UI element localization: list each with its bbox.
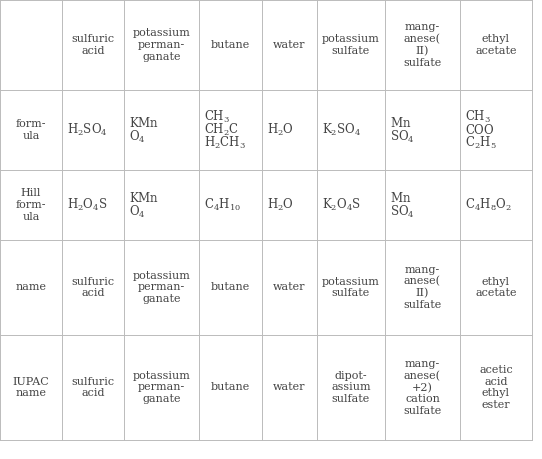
Text: $\mathregular{Mn}$: $\mathregular{Mn}$ [390,191,411,206]
Text: $\mathregular{K_2SO_4}$: $\mathregular{K_2SO_4}$ [322,122,361,138]
Text: potassium
perman-
ganate: potassium perman- ganate [133,28,190,62]
Text: $\mathregular{Mn}$: $\mathregular{Mn}$ [390,117,411,130]
Text: ethyl
acetate: ethyl acetate [475,277,517,298]
Text: $\mathregular{COO}$: $\mathregular{COO}$ [465,123,495,137]
Text: mang-
anese(
II)
sulfate: mang- anese( II) sulfate [403,22,442,68]
Text: potassium
perman-
ganate: potassium perman- ganate [133,271,190,304]
Text: name: name [16,282,47,292]
Text: potassium
perman-
ganate: potassium perman- ganate [133,371,190,404]
Text: $\mathregular{H_2O}$: $\mathregular{H_2O}$ [267,197,294,213]
Text: water: water [273,382,306,392]
Text: $\mathregular{H_2SO_4}$: $\mathregular{H_2SO_4}$ [67,122,108,138]
Text: $\mathregular{O_4}$: $\mathregular{O_4}$ [129,129,146,145]
Text: mang-
anese(
+2)
cation
sulfate: mang- anese( +2) cation sulfate [403,359,442,416]
Text: water: water [273,40,306,50]
Text: $\mathregular{H_2O}$: $\mathregular{H_2O}$ [267,122,294,138]
Text: sulfuric
acid: sulfuric acid [72,377,114,398]
Text: $\mathregular{H_2O_4S}$: $\mathregular{H_2O_4S}$ [67,197,107,213]
Text: potassium
sulfate: potassium sulfate [322,277,380,298]
Text: $\mathregular{C_4H_{10}}$: $\mathregular{C_4H_{10}}$ [204,197,241,213]
Text: $\mathregular{CH_3}$: $\mathregular{CH_3}$ [204,109,230,125]
Text: $\mathregular{SO_4}$: $\mathregular{SO_4}$ [390,203,415,220]
Text: $\mathregular{O_4}$: $\mathregular{O_4}$ [129,203,146,220]
Text: $\mathregular{CH_2C}$: $\mathregular{CH_2C}$ [204,122,239,138]
Text: dipot-
assium
sulfate: dipot- assium sulfate [331,371,371,404]
Text: potassium
sulfate: potassium sulfate [322,34,380,56]
Text: Hill
form-
ula: Hill form- ula [16,188,46,222]
Text: mang-
anese(
II)
sulfate: mang- anese( II) sulfate [403,265,442,310]
Text: butane: butane [211,282,250,292]
Text: $\mathregular{K_2O_4S}$: $\mathregular{K_2O_4S}$ [322,197,361,213]
Text: form-
ula: form- ula [16,119,46,141]
Text: $\mathregular{KMn}$: $\mathregular{KMn}$ [129,117,159,130]
Text: $\mathregular{C_2H_5}$: $\mathregular{C_2H_5}$ [465,135,496,151]
Text: $\mathregular{C_4H_8O_2}$: $\mathregular{C_4H_8O_2}$ [465,197,512,213]
Text: $\mathregular{KMn}$: $\mathregular{KMn}$ [129,191,159,206]
Text: $\mathregular{H_2CH_3}$: $\mathregular{H_2CH_3}$ [204,135,246,151]
Text: acetic
acid
ethyl
ester: acetic acid ethyl ester [479,365,513,410]
Text: butane: butane [211,382,250,392]
Text: IUPAC
name: IUPAC name [12,377,49,398]
Text: water: water [273,282,306,292]
Text: sulfuric
acid: sulfuric acid [72,34,114,56]
Text: $\mathregular{SO_4}$: $\mathregular{SO_4}$ [390,129,415,145]
Text: ethyl
acetate: ethyl acetate [475,34,517,56]
Text: $\mathregular{CH_3}$: $\mathregular{CH_3}$ [465,109,491,125]
Text: sulfuric
acid: sulfuric acid [72,277,114,298]
Text: butane: butane [211,40,250,50]
